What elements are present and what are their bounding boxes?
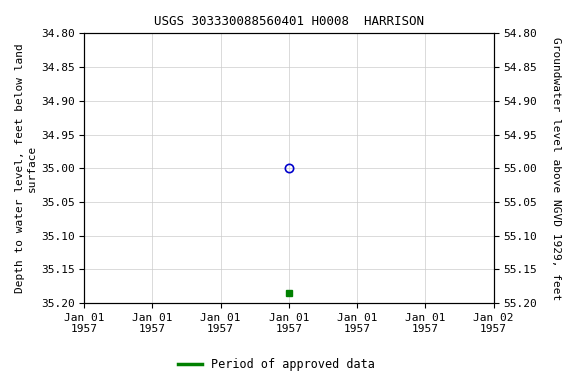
- Legend: Period of approved data: Period of approved data: [173, 354, 380, 376]
- Y-axis label: Depth to water level, feet below land
surface: Depth to water level, feet below land su…: [15, 43, 37, 293]
- Y-axis label: Groundwater level above NGVD 1929, feet: Groundwater level above NGVD 1929, feet: [551, 36, 561, 300]
- Title: USGS 303330088560401 H0008  HARRISON: USGS 303330088560401 H0008 HARRISON: [154, 15, 424, 28]
